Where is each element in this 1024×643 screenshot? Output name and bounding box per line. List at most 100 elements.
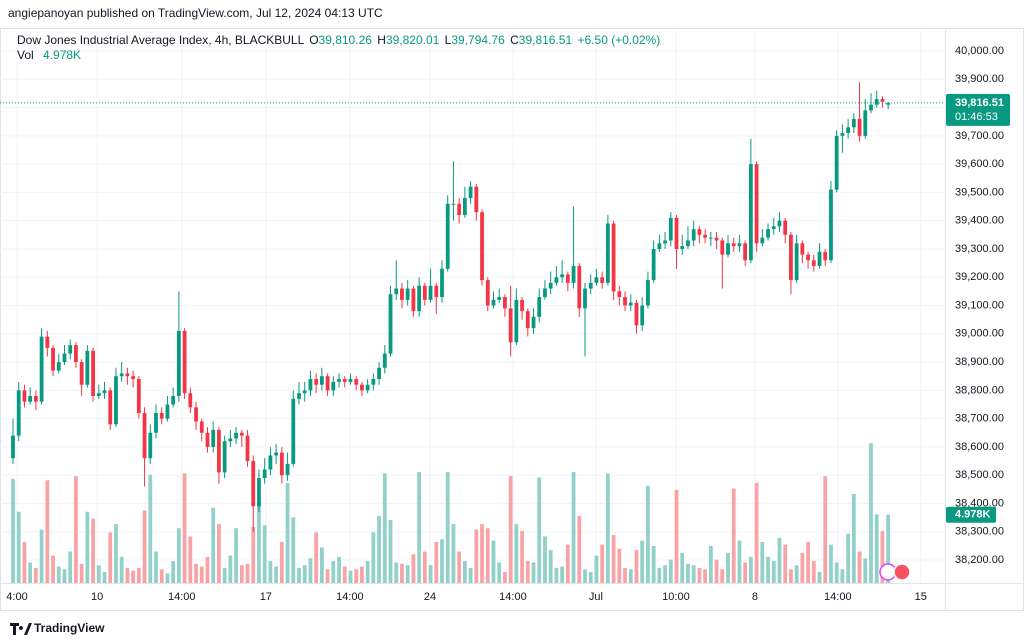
volume-bar <box>686 563 690 583</box>
y-tick-label: 39,600.00 <box>955 158 1004 170</box>
volume-bar <box>405 565 410 583</box>
y-tick-label: 39,300.00 <box>955 243 1004 255</box>
volume-bar <box>754 482 759 583</box>
candle-body <box>537 297 542 317</box>
candle-body <box>74 345 78 363</box>
candle-body <box>388 294 393 354</box>
volume-bar <box>222 567 227 583</box>
volume-bar <box>325 569 330 583</box>
volume-bar <box>760 541 765 583</box>
volume-bar <box>342 566 347 583</box>
candle-body <box>783 220 788 235</box>
candle-body <box>840 133 845 136</box>
candle-body <box>800 243 805 255</box>
candle-body <box>348 379 353 382</box>
volume-bar <box>22 541 27 583</box>
candle-body <box>182 330 187 394</box>
volume-bar <box>697 567 702 583</box>
y-tick-label: 38,400.00 <box>955 497 1004 509</box>
candle-body <box>205 432 210 447</box>
volume-bar <box>319 547 324 583</box>
volume-bar <box>634 550 639 583</box>
volume-bar <box>800 552 805 583</box>
volume-bar <box>886 514 891 583</box>
volume-bar <box>503 572 507 583</box>
volume-bar <box>262 525 267 583</box>
candle-body <box>560 274 565 278</box>
candle-body <box>611 223 616 292</box>
candle-body <box>314 379 319 385</box>
volume-bar <box>823 476 828 583</box>
volume-bar <box>674 489 679 583</box>
volume-bar <box>394 562 399 583</box>
icon[interactable] <box>893 563 911 581</box>
volume-bar <box>520 530 524 583</box>
x-tick-label: 24 <box>424 591 436 603</box>
candle-body <box>491 299 496 306</box>
candle-body <box>640 305 645 326</box>
legend-change: +6.50 (+0.02%) <box>578 33 661 47</box>
legend-label: H <box>377 33 386 47</box>
candles <box>0 82 945 532</box>
candle-body <box>411 288 416 312</box>
logo[interactable]: TradingView <box>10 621 105 635</box>
candle-body <box>508 308 513 343</box>
volume-bar <box>39 529 44 583</box>
candle-body <box>445 203 450 269</box>
candle-body <box>583 288 587 309</box>
volume-bar <box>543 536 547 583</box>
volume-bar <box>154 551 158 583</box>
candle-body <box>28 396 33 402</box>
candle-body <box>668 217 673 241</box>
candle-body <box>628 302 633 306</box>
candle-body <box>634 302 639 326</box>
candle-body <box>548 282 553 289</box>
candle-body <box>617 291 622 298</box>
volume-bar <box>766 556 770 583</box>
legend-value: 39,810.26 <box>319 33 373 47</box>
volume-bar <box>194 563 198 583</box>
x-tick-label: 14:00 <box>824 591 852 603</box>
volume-bar <box>491 540 496 583</box>
volume-bar <box>748 556 753 583</box>
volume-bar <box>525 561 530 583</box>
volume-bar <box>646 485 650 583</box>
volume-bar <box>131 570 136 583</box>
volume-bar <box>56 566 61 583</box>
candle-body <box>771 226 776 230</box>
x-tick-label: 15 <box>915 591 927 603</box>
candle-body <box>199 421 204 433</box>
volume-bar <box>45 480 50 583</box>
volume-bar <box>239 565 244 583</box>
candle-body <box>714 237 719 241</box>
symbol-title: Dow Jones Industrial Average Index, 4h, … <box>17 33 305 47</box>
candle-body <box>228 438 233 442</box>
candle-body <box>817 251 822 266</box>
volume-bar <box>485 528 490 583</box>
candle-body <box>62 353 67 363</box>
volume-bar <box>583 569 587 583</box>
volume-bar <box>783 544 788 583</box>
legend-label: C <box>510 33 519 47</box>
candle-body <box>708 237 713 239</box>
volume-bar <box>297 567 301 583</box>
volume-bar <box>628 569 633 583</box>
candle-body <box>794 243 799 281</box>
publisher: angiepanoyan published on TradingView.co… <box>8 6 383 20</box>
x-tick-label: 10 <box>91 591 103 603</box>
candle-body <box>194 407 198 422</box>
volume-bar <box>365 561 370 583</box>
volume-bar <box>234 528 238 583</box>
legend: Dow Jones Industrial Average Index, 4h, … <box>17 33 660 47</box>
volume-bar <box>314 532 319 583</box>
candle-body <box>274 452 279 456</box>
volume-bar <box>377 515 381 583</box>
volume-bar <box>176 528 181 583</box>
candle-body <box>520 299 524 312</box>
volume-bar <box>205 556 210 583</box>
candle-body <box>400 288 404 300</box>
volume-bar <box>102 572 107 583</box>
volume-bar <box>514 524 519 583</box>
volume-bar <box>251 526 256 583</box>
